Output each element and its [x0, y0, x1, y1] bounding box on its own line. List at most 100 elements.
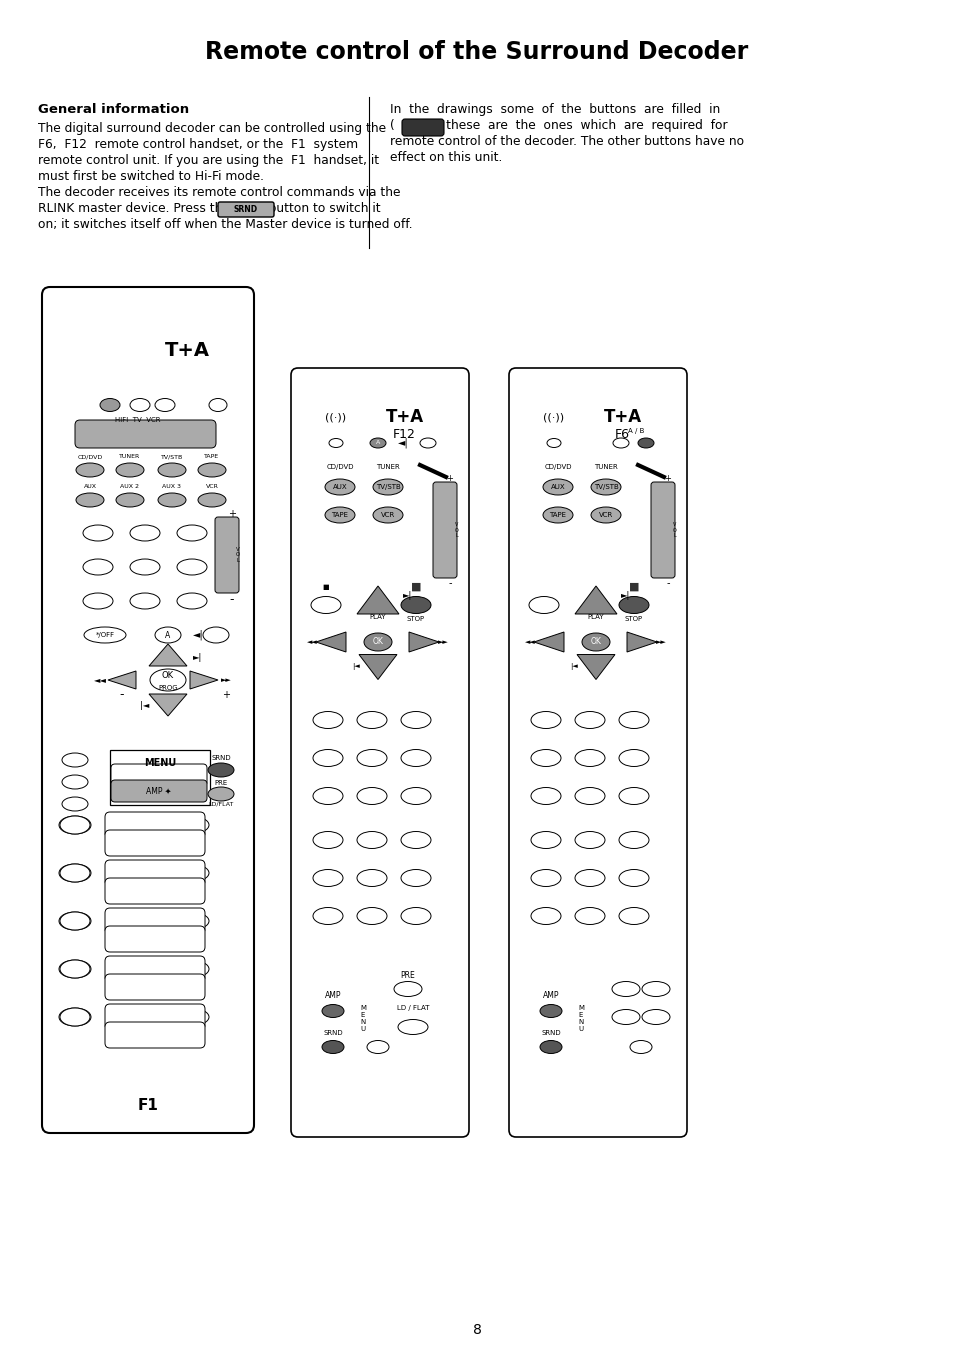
- Ellipse shape: [313, 908, 343, 924]
- Ellipse shape: [612, 1009, 639, 1024]
- Text: TAPE: TAPE: [549, 512, 566, 517]
- Text: CD/DVD: CD/DVD: [543, 463, 571, 470]
- Ellipse shape: [542, 480, 573, 494]
- Ellipse shape: [130, 526, 160, 540]
- Ellipse shape: [59, 961, 91, 978]
- FancyBboxPatch shape: [650, 482, 675, 578]
- Text: A: A: [165, 631, 171, 639]
- Text: SRND: SRND: [233, 205, 258, 213]
- Ellipse shape: [329, 439, 343, 447]
- Text: MENU: MENU: [144, 758, 176, 767]
- Ellipse shape: [313, 750, 343, 766]
- Text: CD/DVD: CD/DVD: [77, 454, 103, 459]
- Ellipse shape: [356, 908, 387, 924]
- Ellipse shape: [531, 831, 560, 848]
- Text: A: A: [375, 440, 379, 446]
- Ellipse shape: [76, 493, 104, 507]
- Text: TUNER: TUNER: [119, 454, 140, 459]
- Text: |◄: |◄: [352, 663, 359, 670]
- Ellipse shape: [177, 593, 207, 609]
- Ellipse shape: [531, 908, 560, 924]
- Polygon shape: [149, 644, 187, 666]
- Text: T+A: T+A: [603, 408, 641, 426]
- Text: TUNER: TUNER: [375, 463, 399, 470]
- Ellipse shape: [111, 961, 149, 978]
- Ellipse shape: [397, 1020, 428, 1035]
- Text: VCR: VCR: [598, 512, 613, 517]
- Text: VCR: VCR: [380, 512, 395, 517]
- FancyBboxPatch shape: [105, 878, 205, 904]
- Text: TV/STB: TV/STB: [375, 484, 400, 490]
- Ellipse shape: [419, 438, 436, 449]
- Ellipse shape: [400, 712, 431, 728]
- FancyBboxPatch shape: [401, 119, 443, 136]
- Ellipse shape: [575, 712, 604, 728]
- Polygon shape: [356, 586, 398, 613]
- Ellipse shape: [638, 438, 654, 449]
- FancyBboxPatch shape: [214, 517, 239, 593]
- Text: PLAY: PLAY: [587, 613, 603, 620]
- Text: RLINK master device. Press the          button to switch it: RLINK master device. Press the button to…: [38, 203, 380, 215]
- Ellipse shape: [539, 1005, 561, 1017]
- Text: PROG: PROG: [158, 685, 177, 690]
- Ellipse shape: [209, 399, 227, 412]
- Text: T+A: T+A: [165, 340, 210, 359]
- Ellipse shape: [171, 865, 209, 882]
- Text: ►►: ►►: [220, 677, 232, 684]
- Ellipse shape: [171, 816, 209, 834]
- Ellipse shape: [400, 908, 431, 924]
- Ellipse shape: [59, 865, 91, 882]
- Text: -: -: [665, 578, 669, 588]
- Ellipse shape: [83, 526, 112, 540]
- Ellipse shape: [539, 1040, 561, 1054]
- Ellipse shape: [111, 816, 149, 834]
- Ellipse shape: [400, 750, 431, 766]
- Ellipse shape: [62, 775, 88, 789]
- Text: +: +: [446, 474, 453, 484]
- Text: STOP: STOP: [624, 616, 642, 621]
- Ellipse shape: [154, 399, 174, 412]
- Text: The decoder receives its remote control commands via the: The decoder receives its remote control …: [38, 186, 400, 199]
- Ellipse shape: [575, 870, 604, 886]
- Ellipse shape: [76, 463, 104, 477]
- Text: |◄: |◄: [570, 663, 578, 670]
- Text: V
O
L: V O L: [673, 521, 677, 538]
- Text: HIFI  TV  VCR: HIFI TV VCR: [115, 417, 161, 423]
- Text: remote control of the decoder. The other buttons have no: remote control of the decoder. The other…: [390, 135, 743, 149]
- Ellipse shape: [177, 526, 207, 540]
- Ellipse shape: [62, 797, 88, 811]
- FancyBboxPatch shape: [105, 974, 205, 1000]
- Text: +: +: [222, 690, 230, 700]
- Ellipse shape: [83, 559, 112, 576]
- Text: ►|: ►|: [193, 653, 202, 662]
- Ellipse shape: [208, 788, 233, 801]
- Text: TUNER: TUNER: [594, 463, 618, 470]
- Ellipse shape: [171, 1008, 209, 1025]
- Polygon shape: [534, 632, 563, 653]
- Ellipse shape: [356, 788, 387, 804]
- Ellipse shape: [130, 399, 150, 412]
- Polygon shape: [315, 632, 346, 653]
- Polygon shape: [577, 654, 615, 680]
- Ellipse shape: [356, 831, 387, 848]
- Text: ►►: ►►: [437, 639, 448, 644]
- Text: (         );  these  are  the  ones  which  are  required  for: ( ); these are the ones which are requir…: [390, 119, 727, 132]
- Text: OK: OK: [590, 638, 600, 647]
- Text: LD / FLAT: LD / FLAT: [396, 1005, 429, 1011]
- Text: ■: ■: [322, 584, 329, 590]
- Text: must first be switched to Hi-Fi mode.: must first be switched to Hi-Fi mode.: [38, 170, 264, 182]
- Text: */OFF: */OFF: [95, 632, 114, 638]
- Text: ◄◄: ◄◄: [524, 639, 535, 644]
- Text: T+A: T+A: [385, 408, 423, 426]
- Ellipse shape: [629, 1040, 651, 1054]
- Text: ◄|: ◄|: [397, 438, 408, 449]
- Ellipse shape: [203, 627, 229, 643]
- Polygon shape: [108, 671, 136, 689]
- Ellipse shape: [60, 961, 90, 978]
- Text: V
O
L: V O L: [455, 521, 458, 538]
- Ellipse shape: [641, 1009, 669, 1024]
- Text: ►►: ►►: [655, 639, 666, 644]
- Ellipse shape: [59, 816, 91, 834]
- Ellipse shape: [84, 627, 126, 643]
- Text: remote control unit. If you are using the  F1  handset, it: remote control unit. If you are using th…: [38, 154, 378, 168]
